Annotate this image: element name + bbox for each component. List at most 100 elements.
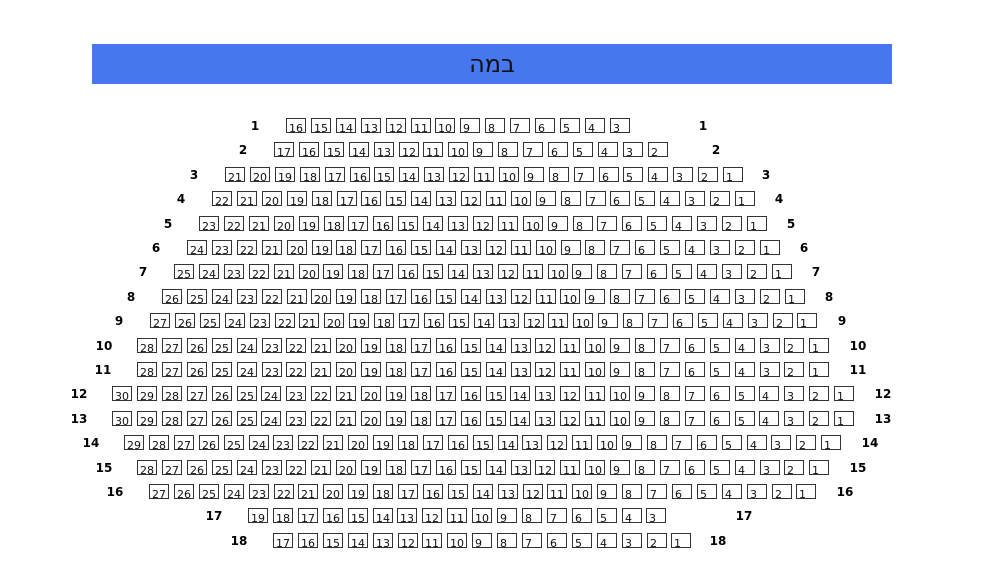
seat[interactable]: 16	[424, 313, 444, 329]
seat[interactable]: 4	[710, 289, 730, 305]
seat[interactable]: 18	[386, 460, 406, 476]
seat[interactable]: 15	[323, 533, 343, 549]
seat[interactable]: 6	[610, 191, 630, 207]
seat[interactable]: 5	[647, 216, 667, 232]
seat[interactable]: 10	[511, 191, 531, 207]
seat[interactable]: 16	[298, 533, 318, 549]
seat[interactable]: 21	[311, 460, 331, 476]
seat[interactable]: 8	[647, 435, 667, 451]
seat[interactable]: 3	[710, 240, 730, 256]
seat[interactable]: 14	[461, 289, 481, 305]
seat[interactable]: 24	[261, 386, 281, 402]
seat[interactable]: 11	[474, 167, 494, 183]
seat[interactable]: 4	[722, 484, 742, 500]
seat[interactable]: 18	[348, 264, 368, 280]
seat[interactable]: 3	[735, 289, 755, 305]
seat[interactable]: 16	[411, 289, 431, 305]
seat[interactable]: 22	[249, 264, 269, 280]
seat[interactable]: 3	[623, 142, 643, 158]
seat[interactable]: 2	[722, 216, 742, 232]
seat[interactable]: 29	[124, 435, 144, 451]
seat[interactable]: 22	[237, 240, 257, 256]
seat[interactable]: 14	[473, 484, 493, 500]
seat[interactable]: 16	[299, 142, 319, 158]
seat[interactable]: 17	[348, 216, 368, 232]
seat[interactable]: 10	[472, 508, 492, 524]
seat[interactable]: 13	[374, 142, 394, 158]
seat[interactable]: 11	[560, 460, 580, 476]
seat[interactable]: 1	[772, 264, 792, 280]
seat[interactable]: 14	[348, 533, 368, 549]
seat[interactable]: 14	[411, 191, 431, 207]
seat[interactable]: 17	[298, 508, 318, 524]
seat[interactable]: 5	[685, 289, 705, 305]
seat[interactable]: 21	[336, 411, 356, 427]
seat[interactable]: 12	[511, 289, 531, 305]
seat[interactable]: 4	[672, 216, 692, 232]
seat[interactable]: 29	[137, 411, 157, 427]
seat[interactable]: 3	[748, 313, 768, 329]
seat[interactable]: 20	[287, 240, 307, 256]
seat[interactable]: 21	[299, 313, 319, 329]
seat[interactable]: 21	[237, 191, 257, 207]
seat[interactable]: 11	[585, 411, 605, 427]
seat[interactable]: 15	[473, 435, 493, 451]
seat[interactable]: 17	[273, 533, 293, 549]
seat[interactable]: 15	[448, 484, 468, 500]
seat[interactable]: 6	[685, 362, 705, 378]
seat[interactable]: 3	[747, 484, 767, 500]
seat[interactable]: 9	[572, 264, 592, 280]
seat[interactable]: 7	[635, 289, 655, 305]
seat[interactable]: 20	[336, 362, 356, 378]
seat[interactable]: 1	[723, 167, 743, 183]
seat[interactable]: 6	[548, 142, 568, 158]
seat[interactable]: 7	[685, 386, 705, 402]
seat[interactable]: 11	[411, 118, 431, 134]
seat[interactable]: 14	[399, 167, 419, 183]
seat[interactable]: 24	[237, 362, 257, 378]
seat[interactable]: 13	[511, 362, 531, 378]
seat[interactable]: 16	[361, 191, 381, 207]
seat[interactable]: 8	[585, 240, 605, 256]
seat[interactable]: 4	[660, 191, 680, 207]
seat[interactable]: 21	[311, 362, 331, 378]
seat[interactable]: 14	[423, 216, 443, 232]
seat[interactable]: 20	[274, 216, 294, 232]
seat[interactable]: 19	[361, 338, 381, 354]
seat[interactable]: 22	[262, 289, 282, 305]
seat[interactable]: 10	[585, 338, 605, 354]
seat[interactable]: 2	[796, 435, 816, 451]
seat[interactable]: 3	[646, 508, 666, 524]
seat[interactable]: 8	[498, 142, 518, 158]
seat[interactable]: 14	[336, 118, 356, 134]
seat[interactable]: 20	[311, 289, 331, 305]
seat[interactable]: 17	[361, 240, 381, 256]
seat[interactable]: 2	[747, 264, 767, 280]
seat[interactable]: 16	[323, 508, 343, 524]
seat[interactable]: 14	[486, 362, 506, 378]
seat[interactable]: 14	[486, 460, 506, 476]
seat[interactable]: 2	[647, 533, 667, 549]
seat[interactable]: 16	[448, 435, 468, 451]
seat[interactable]: 18	[411, 386, 431, 402]
seat[interactable]: 26	[187, 460, 207, 476]
seat[interactable]: 6	[697, 435, 717, 451]
seat[interactable]: 27	[174, 435, 194, 451]
seat[interactable]: 5	[572, 533, 592, 549]
seat[interactable]: 11	[572, 435, 592, 451]
seat[interactable]: 6	[685, 338, 705, 354]
seat[interactable]: 12	[386, 118, 406, 134]
seat[interactable]: 20	[262, 191, 282, 207]
seat[interactable]: 21	[287, 289, 307, 305]
seat[interactable]: 10	[499, 167, 519, 183]
seat[interactable]: 21	[298, 484, 318, 500]
seat[interactable]: 19	[323, 264, 343, 280]
seat[interactable]: 26	[162, 289, 182, 305]
seat[interactable]: 5	[710, 338, 730, 354]
seat[interactable]: 25	[187, 289, 207, 305]
seat[interactable]: 23	[286, 411, 306, 427]
seat[interactable]: 26	[174, 484, 194, 500]
seat[interactable]: 22	[212, 191, 232, 207]
seat[interactable]: 7	[660, 338, 680, 354]
seat[interactable]: 5	[697, 484, 717, 500]
